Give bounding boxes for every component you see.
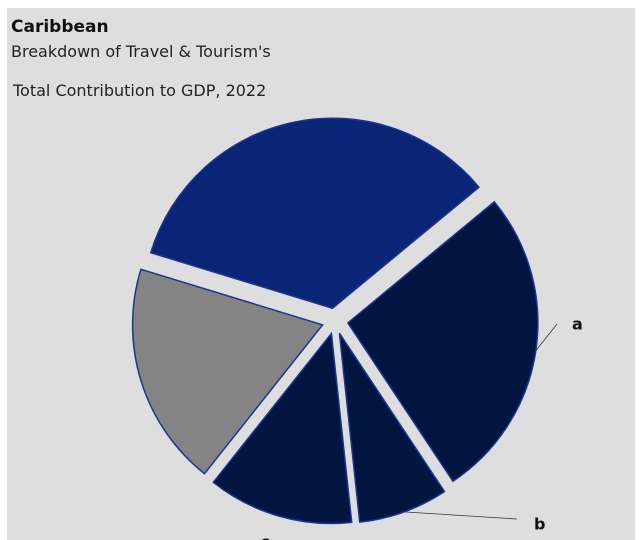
slice-label-b: b	[534, 515, 545, 534]
slice-label-a: a	[572, 315, 583, 334]
chart-card: Caribbean Breakdown of Travel & Tourism'…	[7, 8, 635, 540]
pie-slices	[131, 117, 539, 525]
chart-subtitle-line-2: Total Contribution to GDP, 2022	[13, 81, 267, 100]
leader-line-b	[403, 511, 518, 520]
chart-subtitle-line-1: Breakdown of Travel & Tourism's	[11, 42, 271, 61]
pie-slice-5	[131, 268, 324, 475]
chart-title: Caribbean	[11, 17, 109, 37]
pie-slice-1	[149, 117, 480, 310]
pie-chart: a b c	[131, 117, 583, 540]
pie-labels: a b c	[260, 315, 582, 540]
leader-line-a	[535, 323, 558, 352]
pie-slice-4	[212, 331, 353, 525]
pie-slice-3	[338, 332, 446, 523]
slice-label-c: c	[260, 533, 269, 540]
